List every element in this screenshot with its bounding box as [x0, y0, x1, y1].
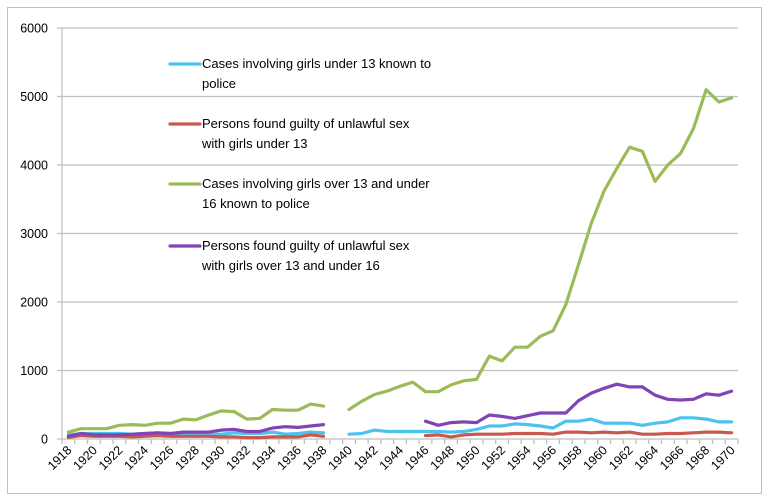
x-tick-label: 1952 [479, 443, 509, 473]
legend-label-2: Persons found guilty of unlawful sex [202, 116, 410, 131]
x-tick-label: 1934 [249, 443, 279, 473]
legend-label-1: police [202, 76, 236, 91]
x-tick-label: 1936 [275, 443, 305, 473]
x-tick-label: 1928 [172, 443, 202, 473]
series-3-line [66, 402, 326, 434]
x-tick-label: 1946 [402, 443, 432, 473]
y-tick-label: 5000 [20, 90, 48, 104]
x-tick-label: 1938 [300, 443, 330, 473]
y-tick-label: 4000 [20, 159, 48, 173]
y-tick-label: 6000 [20, 22, 48, 36]
x-tick-label: 1956 [530, 443, 560, 473]
x-tick-label: 1930 [198, 443, 228, 473]
y-tick-label: 3000 [20, 227, 48, 241]
x-tick-label: 1950 [453, 443, 483, 473]
x-tick-label: 1966 [657, 443, 687, 473]
y-tick-label: 2000 [20, 296, 48, 310]
series-3-line [347, 88, 734, 412]
x-tick-label: 1960 [581, 443, 611, 473]
x-tick-label: 1932 [223, 443, 253, 473]
x-axis: 1918192019221924192619281930193219341936… [45, 438, 739, 473]
x-tick-label: 1940 [326, 443, 356, 473]
x-tick-label: 1942 [351, 443, 381, 473]
x-tick-label: 1924 [121, 443, 151, 473]
y-tick-label: 1000 [20, 364, 48, 378]
legend-label-4: with girls over 13 and under 16 [201, 258, 380, 273]
x-tick-label: 1944 [377, 443, 407, 473]
x-tick-label: 1920 [70, 443, 100, 473]
x-tick-label: 1968 [683, 443, 713, 473]
x-tick-label: 1948 [428, 443, 458, 473]
x-tick-label: 1964 [632, 443, 662, 473]
series-4-line [66, 423, 326, 438]
x-tick-label: 1926 [147, 443, 177, 473]
series-lines [66, 88, 734, 440]
x-tick-label: 1922 [96, 443, 126, 473]
gridlines [62, 27, 738, 372]
x-tick-label: 1962 [606, 443, 636, 473]
series-1-line [347, 416, 734, 436]
legend-label-4: Persons found guilty of unlawful sex [202, 238, 410, 253]
legend-label-3: Cases involving girls over 13 and under [202, 176, 430, 191]
x-tick-label: 1918 [45, 443, 75, 473]
x-tick-label: 1970 [708, 443, 738, 473]
chart-frame [7, 7, 762, 494]
legend: Cases involving girls under 13 known to p… [168, 56, 431, 273]
x-tick-label: 1954 [504, 443, 534, 473]
series-2-line [423, 430, 734, 439]
x-tick-label: 1958 [555, 443, 585, 473]
legend-label-1: Cases involving girls under 13 known to [202, 56, 431, 71]
series-4-line [423, 382, 734, 427]
legend-label-2: with girls under 13 [201, 136, 308, 151]
y-axis: 0 1000 2000 3000 4000 5000 6000 [20, 22, 63, 447]
legend-label-3: 16 known to police [202, 196, 310, 211]
y-tick-label: 0 [41, 433, 48, 447]
